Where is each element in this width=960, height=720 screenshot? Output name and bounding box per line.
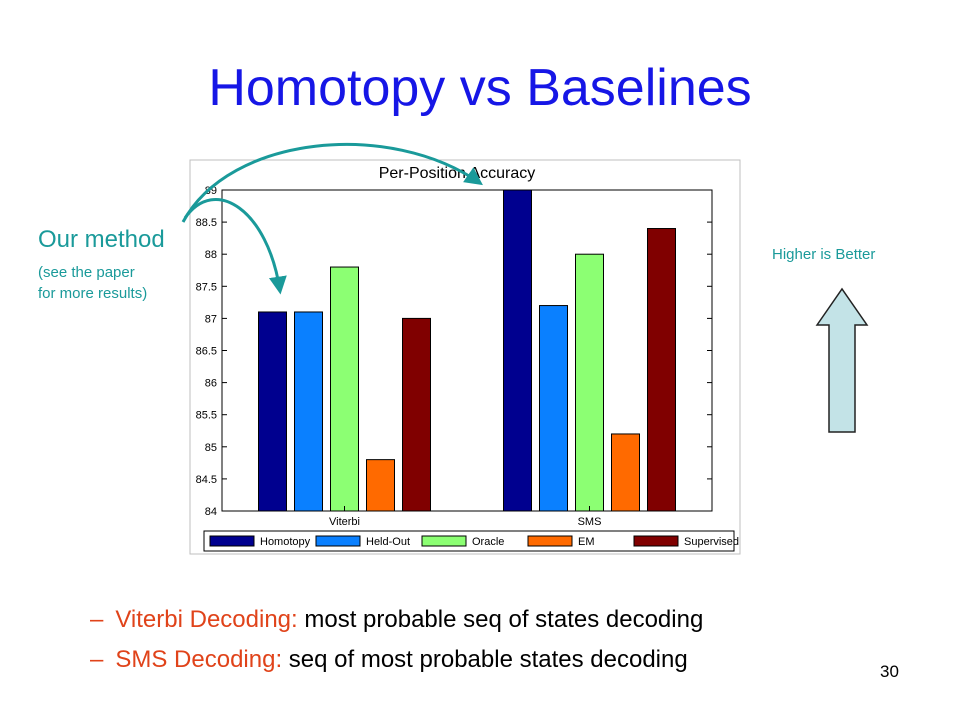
legend-swatch [633,535,679,547]
legend-label: Held-Out [366,536,410,548]
y-tick-label: 86 [205,378,217,390]
bullet-dash: – [90,606,104,633]
bar [258,311,287,512]
y-tick-label: 85.5 [196,410,217,422]
callout-title: Our method [38,226,165,253]
legend-label: Homotopy [260,536,311,548]
bullet-item: – SMS Decoding: seq of most probable stat… [90,640,703,680]
higher-is-better-label: Higher is Better [772,246,876,263]
bar [647,228,676,512]
bullet-term: Viterbi Decoding: [115,606,298,633]
y-tick-label: 89 [205,185,217,197]
bar [402,317,431,512]
y-tick-label: 87.5 [196,281,217,293]
bullet-text: seq of most probable states decoding [282,646,688,673]
chart-title: Per-Position Accuracy [379,165,536,182]
bar [575,253,604,512]
y-tick-label: 85 [205,442,217,454]
callout-arrow-sms-homotopy [181,142,483,223]
callout-note-line2: for more results) [38,285,148,302]
legend-label: Supervised [684,536,739,548]
legend-swatch [209,535,255,547]
bar [294,311,323,512]
y-tick-label: 87 [205,313,217,325]
y-tick-label: 88.5 [196,217,217,229]
legend-swatch [315,535,361,547]
legend-label: EM [578,536,595,548]
callout-note-line1: (see the paper [38,264,135,281]
legend-swatch [527,535,573,547]
legend-swatch [421,535,467,547]
y-tick-label: 84 [205,506,217,518]
bullet-item: – Viterbi Decoding: most probable seq of … [90,600,703,640]
bar-chart: Per-Position Accuracy 84 84.5 85 85.5 86 86.5 8… [189,159,741,555]
legend-label: Oracle [472,536,504,548]
y-tick-label: 84.5 [196,474,217,486]
bullet-list: – Viterbi Decoding: most probable seq of … [90,600,703,680]
slide-title: Homotopy vs Baselines [208,59,752,117]
y-tick-label: 88 [205,249,217,261]
up-arrow-icon [815,287,869,433]
bar [366,459,395,512]
callout-arrow-viterbi-homotopy [183,198,287,295]
bar [330,266,359,512]
bar [503,189,532,512]
callout-note: (see the paper for more results) [38,262,147,304]
bar [611,433,640,512]
y-tick-label: 86.5 [196,346,217,358]
bullet-term: SMS Decoding: [115,646,283,673]
page-number: 30 [880,662,899,681]
bullet-dash: – [90,646,104,673]
bullet-text: most probable seq of states decoding [297,606,704,633]
bar [539,305,568,512]
x-tick-label: Viterbi [329,516,360,528]
x-tick-label: SMS [578,516,602,528]
